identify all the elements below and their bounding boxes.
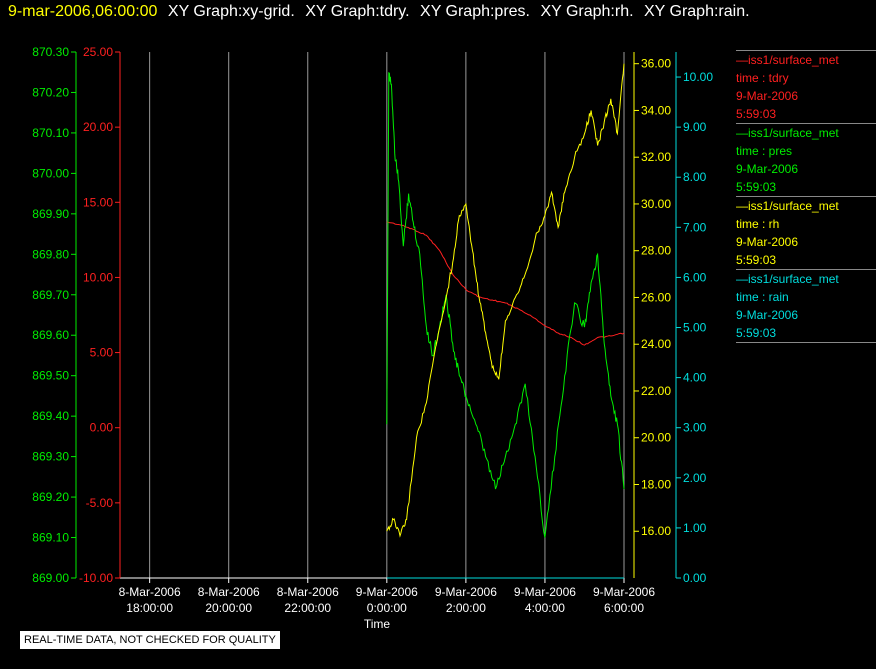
y-tick-label-pres: 870.00 [32, 166, 69, 180]
y-tick-label-pres: 869.90 [32, 207, 69, 221]
legend-source: —iss1/surface_met [736, 126, 839, 140]
x-tick-label-time: 6:00:00 [604, 601, 644, 615]
y-tick-label-rh: 36.00 [641, 57, 671, 71]
y-tick-label-pres: 869.40 [32, 409, 69, 423]
y-tick-label-tdry: 20.00 [83, 120, 113, 134]
x-tick-label-date: 8-Mar-2006 [277, 585, 339, 599]
graph-title-pres: XY Graph:pres. [420, 3, 530, 20]
legend-source: —iss1/surface_met [736, 272, 839, 286]
series-line-rh [386, 63, 625, 538]
y-tick-label-rh: 24.00 [641, 337, 671, 351]
series-line-pres [386, 72, 625, 538]
legend-source: —iss1/surface_met [736, 53, 839, 67]
y-tick-label-rh: 28.00 [641, 244, 671, 258]
x-tick-label-date: 9-Mar-2006 [435, 585, 497, 599]
y-tick-label-tdry: -10.00 [79, 571, 113, 585]
y-tick-label-rh: 18.00 [641, 477, 671, 491]
y-tick-label-rh: 26.00 [641, 290, 671, 304]
legend-source: —iss1/surface_met [736, 199, 839, 213]
x-tick-label-time: 22:00:00 [284, 601, 331, 615]
quality-note: REAL-TIME DATA, NOT CHECKED FOR QUALITY [20, 631, 280, 649]
legend-variable: time : pres [736, 144, 793, 158]
y-tick-label-pres: 869.80 [32, 247, 69, 261]
y-tick-label-rain: 10.00 [683, 70, 713, 84]
legend-date: 9-Mar-2006 [736, 235, 799, 249]
x-tick-label-date: 8-Mar-2006 [119, 585, 181, 599]
graph-title-tdry: XY Graph:tdry. [305, 3, 410, 20]
x-tick-label-time: 20:00:00 [205, 601, 252, 615]
y-tick-label-rh: 22.00 [641, 384, 671, 398]
x-tick-label-time: 4:00:00 [525, 601, 565, 615]
grid-layer [149, 52, 625, 578]
y-tick-label-rain: 9.00 [683, 120, 707, 134]
y-tick-label-rh: 30.00 [641, 197, 671, 211]
y-tick-label-pres: 869.20 [32, 490, 69, 504]
y-tick-label-rh: 16.00 [641, 524, 671, 538]
y-tick-label-rain: 5.00 [683, 321, 707, 335]
legend: —iss1/surface_met time : tdry 9-Mar-2006… [736, 50, 876, 343]
y-tick-label-rain: 8.00 [683, 170, 707, 184]
y-tick-label-pres: 869.30 [32, 450, 69, 464]
x-tick-label-time: 18:00:00 [126, 601, 173, 615]
legend-time: 5:59:03 [736, 180, 777, 194]
legend-divider [736, 342, 876, 343]
legend-date: 9-Mar-2006 [736, 308, 799, 322]
y-tick-label-rain: 7.00 [683, 220, 707, 234]
y-tick-label-pres: 869.60 [32, 328, 69, 342]
x-tick-label-time: 2:00:00 [446, 601, 486, 615]
series-line-tdry [386, 221, 625, 346]
legend-variable: time : rh [736, 217, 780, 231]
timestamp: 9-mar-2006,06:00:00 [8, 3, 158, 20]
legend-time: 5:59:03 [736, 326, 777, 340]
y-tick-label-pres: 869.50 [32, 369, 69, 383]
graph-title-xy-grid: XY Graph:xy-grid. [167, 3, 295, 20]
y-tick-label-tdry: -5.00 [86, 496, 114, 510]
y-tick-label-tdry: 10.00 [83, 270, 113, 284]
legend-entry-rh: —iss1/surface_met time : rh 9-Mar-2006 5… [736, 196, 876, 269]
y-tick-label-pres: 869.10 [32, 531, 69, 545]
y-tick-label-pres: 869.00 [32, 571, 69, 585]
y-tick-label-pres: 870.20 [32, 85, 69, 99]
y-tick-label-rain: 6.00 [683, 270, 707, 284]
x-tick-label-date: 9-Mar-2006 [514, 585, 576, 599]
x-tick-label-time: 0:00:00 [367, 601, 407, 615]
legend-variable: time : rain [736, 290, 789, 304]
graph-title-rain: XY Graph:rain. [644, 3, 750, 20]
legend-date: 9-Mar-2006 [736, 89, 799, 103]
y-tick-label-tdry: 0.00 [90, 421, 114, 435]
y-tick-label-pres: 869.70 [32, 288, 69, 302]
x-tick-label-date: 9-Mar-2006 [593, 585, 655, 599]
x-tick-label-date: 8-Mar-2006 [198, 585, 260, 599]
legend-variable: time : tdry [736, 71, 789, 85]
y-tick-label-rh: 34.00 [641, 103, 671, 117]
y-tick-label-pres: 870.30 [32, 45, 69, 59]
y-tick-label-rain: 3.00 [683, 421, 707, 435]
graph-title-rh: XY Graph:rh. [540, 3, 634, 20]
y-tick-label-rain: 0.00 [683, 571, 707, 585]
legend-time: 5:59:03 [736, 253, 777, 267]
title-bar: 9-mar-2006,06:00:00 XY Graph:xy-grid. XY… [8, 3, 750, 21]
y-tick-label-tdry: 15.00 [83, 195, 113, 209]
x-axis-label: Time [364, 617, 391, 631]
legend-entry-rain: —iss1/surface_met time : rain 9-Mar-2006… [736, 269, 876, 342]
y-tick-label-rain: 2.00 [683, 471, 707, 485]
y-tick-label-rain: 4.00 [683, 371, 707, 385]
y-tick-label-tdry: 25.00 [83, 45, 113, 59]
legend-date: 9-Mar-2006 [736, 162, 799, 176]
axes-layer: 8-Mar-2006 18:00:00 8-Mar-2006 20:00:00 8-Ma… [32, 45, 713, 615]
y-tick-label-rain: 1.00 [683, 521, 707, 535]
y-tick-label-rh: 20.00 [641, 431, 671, 445]
y-tick-label-rh: 32.00 [641, 150, 671, 164]
x-tick-label-date: 9-Mar-2006 [356, 585, 418, 599]
y-tick-label-tdry: 5.00 [90, 346, 114, 360]
legend-time: 5:59:03 [736, 107, 777, 121]
legend-entry-pres: —iss1/surface_met time : pres 9-Mar-2006… [736, 123, 876, 196]
y-tick-label-pres: 870.10 [32, 126, 69, 140]
series-layer [386, 63, 625, 579]
legend-entry-tdry: —iss1/surface_met time : tdry 9-Mar-2006… [736, 50, 876, 123]
